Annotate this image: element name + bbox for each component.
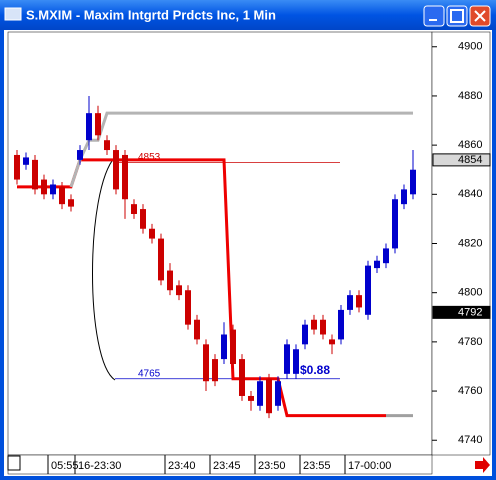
candle-body	[257, 381, 263, 406]
minimize-button[interactable]	[423, 5, 445, 27]
candle-body	[293, 349, 299, 374]
y-tick-label: 4760	[458, 385, 482, 397]
y-tick-label: 4740	[458, 434, 482, 446]
maximize-icon	[450, 9, 464, 23]
candle-body	[275, 381, 281, 406]
candle-body	[131, 204, 137, 214]
candle-body	[149, 228, 155, 239]
candle-body	[347, 295, 353, 310]
scroll-box[interactable]	[7, 455, 21, 471]
candle-body	[239, 359, 245, 396]
price-axis	[431, 31, 491, 456]
y-tick-label: 4820	[458, 237, 482, 249]
candle-body	[14, 154, 20, 180]
y-tick-label: 4880	[458, 90, 482, 102]
level-label: 4853	[138, 152, 161, 163]
candle-body	[113, 150, 119, 190]
candle-body	[194, 319, 200, 340]
candle-body	[284, 344, 290, 374]
overlay-line	[69, 111, 413, 188]
x-tick-label: 23:45	[213, 460, 241, 472]
y-tick-label: 4800	[458, 287, 482, 299]
candle-body	[266, 378, 272, 414]
price-marker-label: 4792	[458, 306, 482, 318]
arc	[92, 156, 116, 381]
candle-body	[311, 319, 317, 330]
candle-body	[167, 270, 173, 291]
candle-body	[329, 339, 335, 345]
candle-body	[41, 179, 47, 195]
x-tick-label: 23:55	[303, 460, 331, 472]
window-title: S.MXIM - Maxim Intgrtd Prdcts Inc, 1 Min	[26, 7, 276, 22]
x-tick-label: 23:50	[258, 460, 286, 472]
close-icon	[474, 10, 486, 22]
candle-body	[32, 159, 38, 190]
scroll-right-arrow[interactable]	[475, 457, 490, 473]
candle-body	[176, 285, 182, 296]
annotation: $0.88	[300, 363, 330, 377]
title-bar	[0, 0, 496, 30]
candle-body	[203, 344, 209, 382]
y-tick-label: 4860	[458, 139, 482, 151]
candle-body	[230, 329, 236, 365]
candle-body	[410, 169, 416, 195]
price-marker-label: 4854	[458, 154, 482, 166]
candle-body	[77, 150, 83, 160]
x-tick-label: 17-00:00	[348, 460, 391, 472]
level-label: 4765	[138, 368, 161, 379]
x-tick-label: 16-23:30	[78, 460, 121, 472]
candle-body	[86, 113, 92, 141]
candle-body	[185, 290, 191, 325]
candle-body	[248, 395, 254, 401]
candle-body	[122, 154, 128, 200]
candle-body	[68, 199, 74, 207]
y-tick-label: 4840	[458, 188, 482, 200]
candle-body	[50, 184, 56, 195]
price-marker-box	[432, 153, 491, 167]
candle-body	[338, 309, 344, 340]
candle-body	[23, 157, 29, 165]
candle-body	[104, 140, 110, 151]
candle-body	[140, 209, 146, 229]
candle-body	[356, 295, 362, 308]
candle-body	[302, 324, 308, 345]
candle-body	[383, 248, 389, 264]
x-tick-label: 05:55	[51, 460, 79, 472]
candle-body	[401, 189, 407, 205]
candle-body	[212, 359, 218, 382]
candle-body	[392, 199, 398, 249]
candle-body	[374, 260, 380, 269]
candle-body	[95, 113, 101, 136]
price-marker-box	[432, 305, 491, 319]
y-tick-label: 4780	[458, 336, 482, 348]
candle-body	[365, 265, 371, 315]
candle-body	[59, 186, 65, 205]
app-icon	[4, 7, 22, 21]
candle-body	[320, 319, 326, 335]
candle-body	[221, 334, 227, 360]
plot-area	[7, 31, 433, 456]
y-tick-label: 4900	[458, 41, 482, 53]
x-tick-label: 23:40	[168, 460, 196, 472]
candle-body	[158, 238, 164, 281]
